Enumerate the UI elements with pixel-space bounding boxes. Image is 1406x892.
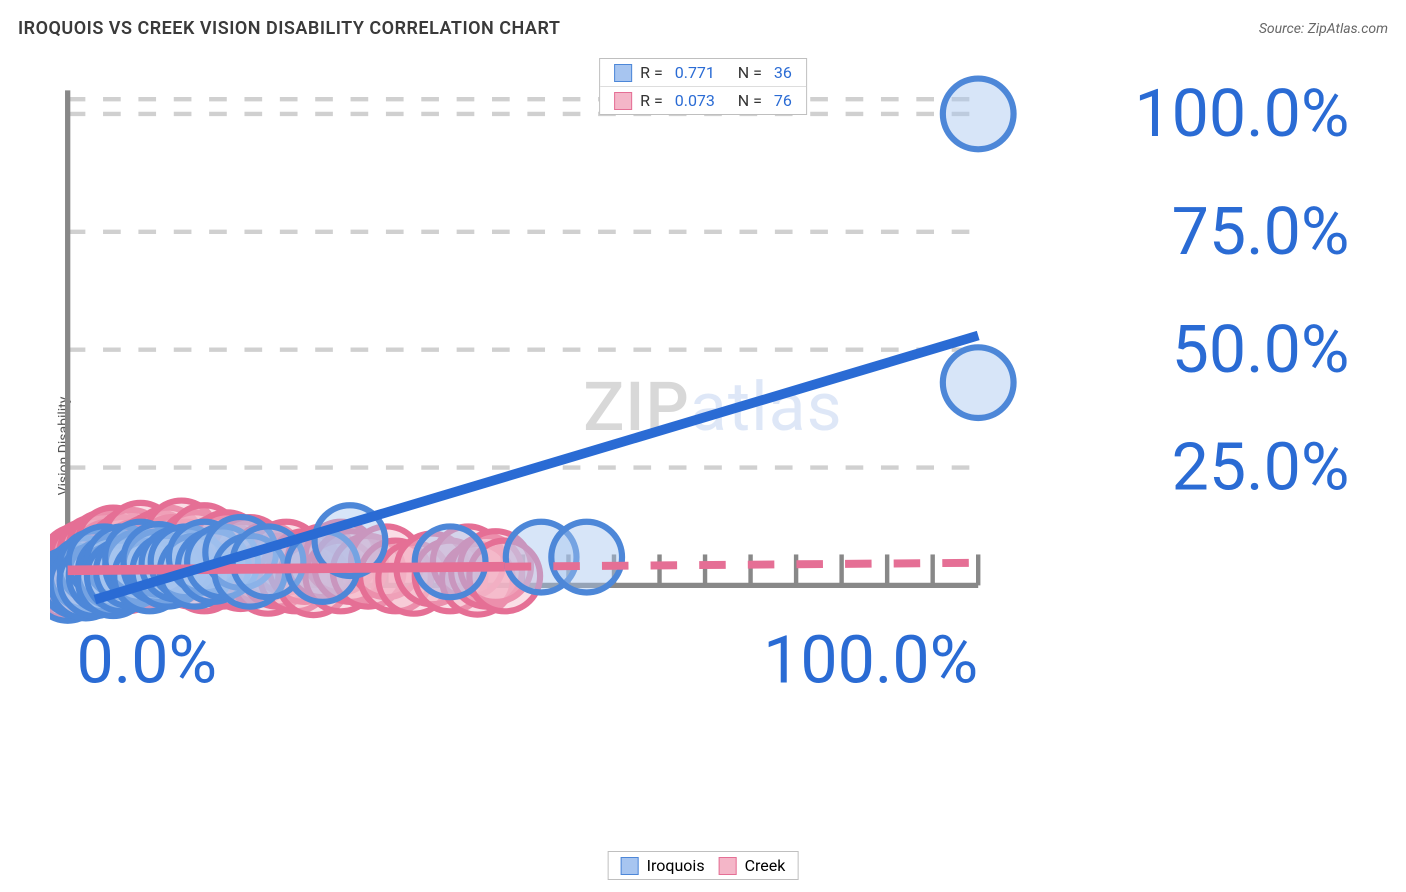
scatter-plot: 25.0% 50.0% 75.0% 100.0% 0.0% 100.0%	[50, 55, 1376, 718]
swatch-iroquois	[614, 64, 632, 82]
chart-source: Source: ZipAtlas.com	[1259, 21, 1388, 37]
svg-text:100.0%: 100.0%	[763, 622, 978, 700]
svg-text:50.0%: 50.0%	[1172, 311, 1350, 389]
chart-title: IROQUOIS VS CREEK VISION DISABILITY CORR…	[18, 18, 560, 39]
swatch-creek	[614, 92, 632, 110]
svg-text:25.0%: 25.0%	[1172, 429, 1350, 507]
chart-area: Vision Disability ZIPatlas 25.0%50.0%75.…	[50, 55, 1376, 837]
stats-row-creek: R = 0.073 N = 76	[600, 86, 806, 114]
svg-text:0.0%: 0.0%	[77, 622, 218, 700]
stats-legend: R = 0.771 N = 36 R = 0.073 N = 76	[599, 58, 807, 115]
legend-item-iroquois: Iroquois	[621, 856, 705, 875]
swatch-iroquois-icon	[621, 857, 639, 875]
legend-item-creek: Creek	[719, 856, 786, 875]
svg-text:75.0%: 75.0%	[1172, 193, 1350, 271]
stats-row-iroquois: R = 0.771 N = 36	[600, 59, 806, 86]
svg-text:100.0%: 100.0%	[1134, 75, 1349, 153]
chart-header: IROQUOIS VS CREEK VISION DISABILITY CORR…	[18, 18, 1388, 39]
swatch-creek-icon	[719, 857, 737, 875]
bottom-legend: Iroquois Creek	[608, 851, 799, 880]
